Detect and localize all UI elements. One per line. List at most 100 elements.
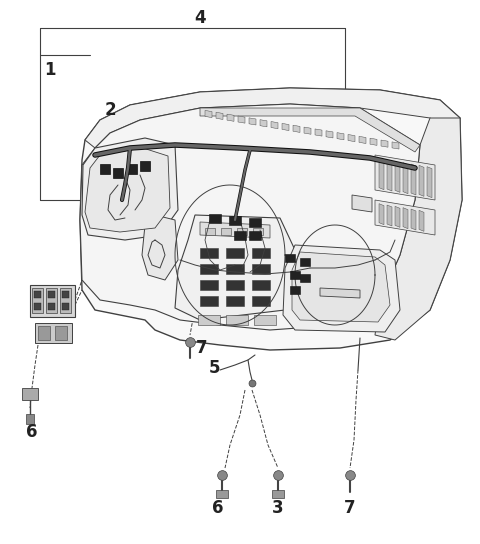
Polygon shape [85,148,170,232]
Polygon shape [234,231,246,240]
Polygon shape [221,228,231,235]
Text: 6: 6 [212,499,224,517]
Polygon shape [387,205,392,226]
Polygon shape [300,258,310,266]
Text: 3: 3 [272,499,284,517]
Polygon shape [293,125,300,132]
Polygon shape [252,296,270,306]
Polygon shape [271,121,278,129]
Polygon shape [252,248,270,258]
Polygon shape [238,116,245,123]
Text: 7: 7 [196,339,208,357]
Polygon shape [200,296,218,306]
Polygon shape [35,323,72,343]
Polygon shape [127,164,137,174]
Polygon shape [292,252,390,322]
Polygon shape [62,291,69,298]
Polygon shape [272,490,284,498]
Polygon shape [260,120,267,127]
Polygon shape [48,303,55,310]
Polygon shape [229,216,241,225]
Polygon shape [285,254,295,262]
Polygon shape [22,388,38,400]
Polygon shape [419,165,424,196]
Polygon shape [205,110,212,118]
Polygon shape [326,131,333,138]
Polygon shape [419,211,424,231]
Polygon shape [46,288,57,313]
Polygon shape [226,264,244,274]
Polygon shape [337,133,344,140]
Polygon shape [198,315,220,325]
Text: 4: 4 [194,9,206,27]
Polygon shape [300,274,310,282]
Polygon shape [32,288,43,313]
Polygon shape [80,104,420,330]
Polygon shape [200,248,218,258]
Polygon shape [249,231,261,240]
Polygon shape [427,166,432,197]
Polygon shape [392,142,399,149]
Polygon shape [282,123,289,131]
Polygon shape [200,108,420,152]
Polygon shape [283,245,400,332]
Polygon shape [387,160,392,191]
Polygon shape [205,228,215,235]
Polygon shape [375,155,435,200]
Polygon shape [26,414,34,424]
Polygon shape [227,114,234,121]
Polygon shape [379,159,384,190]
Polygon shape [249,218,261,227]
Polygon shape [249,118,256,125]
Polygon shape [226,248,244,258]
Polygon shape [320,288,360,298]
Polygon shape [80,88,462,350]
Polygon shape [252,264,270,274]
Polygon shape [411,209,416,230]
Polygon shape [381,140,388,147]
Text: 1: 1 [44,61,56,79]
Polygon shape [142,215,178,280]
Polygon shape [34,303,41,310]
Polygon shape [237,228,247,235]
Polygon shape [290,271,300,279]
Polygon shape [370,138,377,145]
Polygon shape [200,280,218,290]
Polygon shape [226,315,248,325]
Polygon shape [403,208,408,228]
Polygon shape [60,288,71,313]
Polygon shape [85,88,460,148]
Polygon shape [30,285,75,317]
Polygon shape [226,296,244,306]
Polygon shape [38,326,50,340]
Polygon shape [290,286,300,294]
Polygon shape [226,280,244,290]
Polygon shape [216,112,223,120]
Polygon shape [55,326,67,340]
Polygon shape [200,222,270,238]
Polygon shape [48,291,55,298]
Polygon shape [82,138,178,240]
Polygon shape [411,164,416,195]
Polygon shape [348,134,355,141]
Polygon shape [352,195,372,212]
Polygon shape [209,214,221,223]
Polygon shape [253,228,263,235]
Polygon shape [379,203,384,225]
Polygon shape [359,137,366,144]
Polygon shape [304,127,311,134]
Text: 5: 5 [209,359,221,377]
Text: 2: 2 [104,101,116,119]
Polygon shape [395,206,400,227]
Polygon shape [254,315,276,325]
Polygon shape [200,264,218,274]
Polygon shape [375,118,462,340]
Polygon shape [175,215,295,320]
Polygon shape [62,303,69,310]
Text: 6: 6 [26,423,38,441]
Polygon shape [216,490,228,498]
Polygon shape [315,129,322,136]
Polygon shape [113,168,123,178]
Polygon shape [252,280,270,290]
Polygon shape [140,161,150,171]
